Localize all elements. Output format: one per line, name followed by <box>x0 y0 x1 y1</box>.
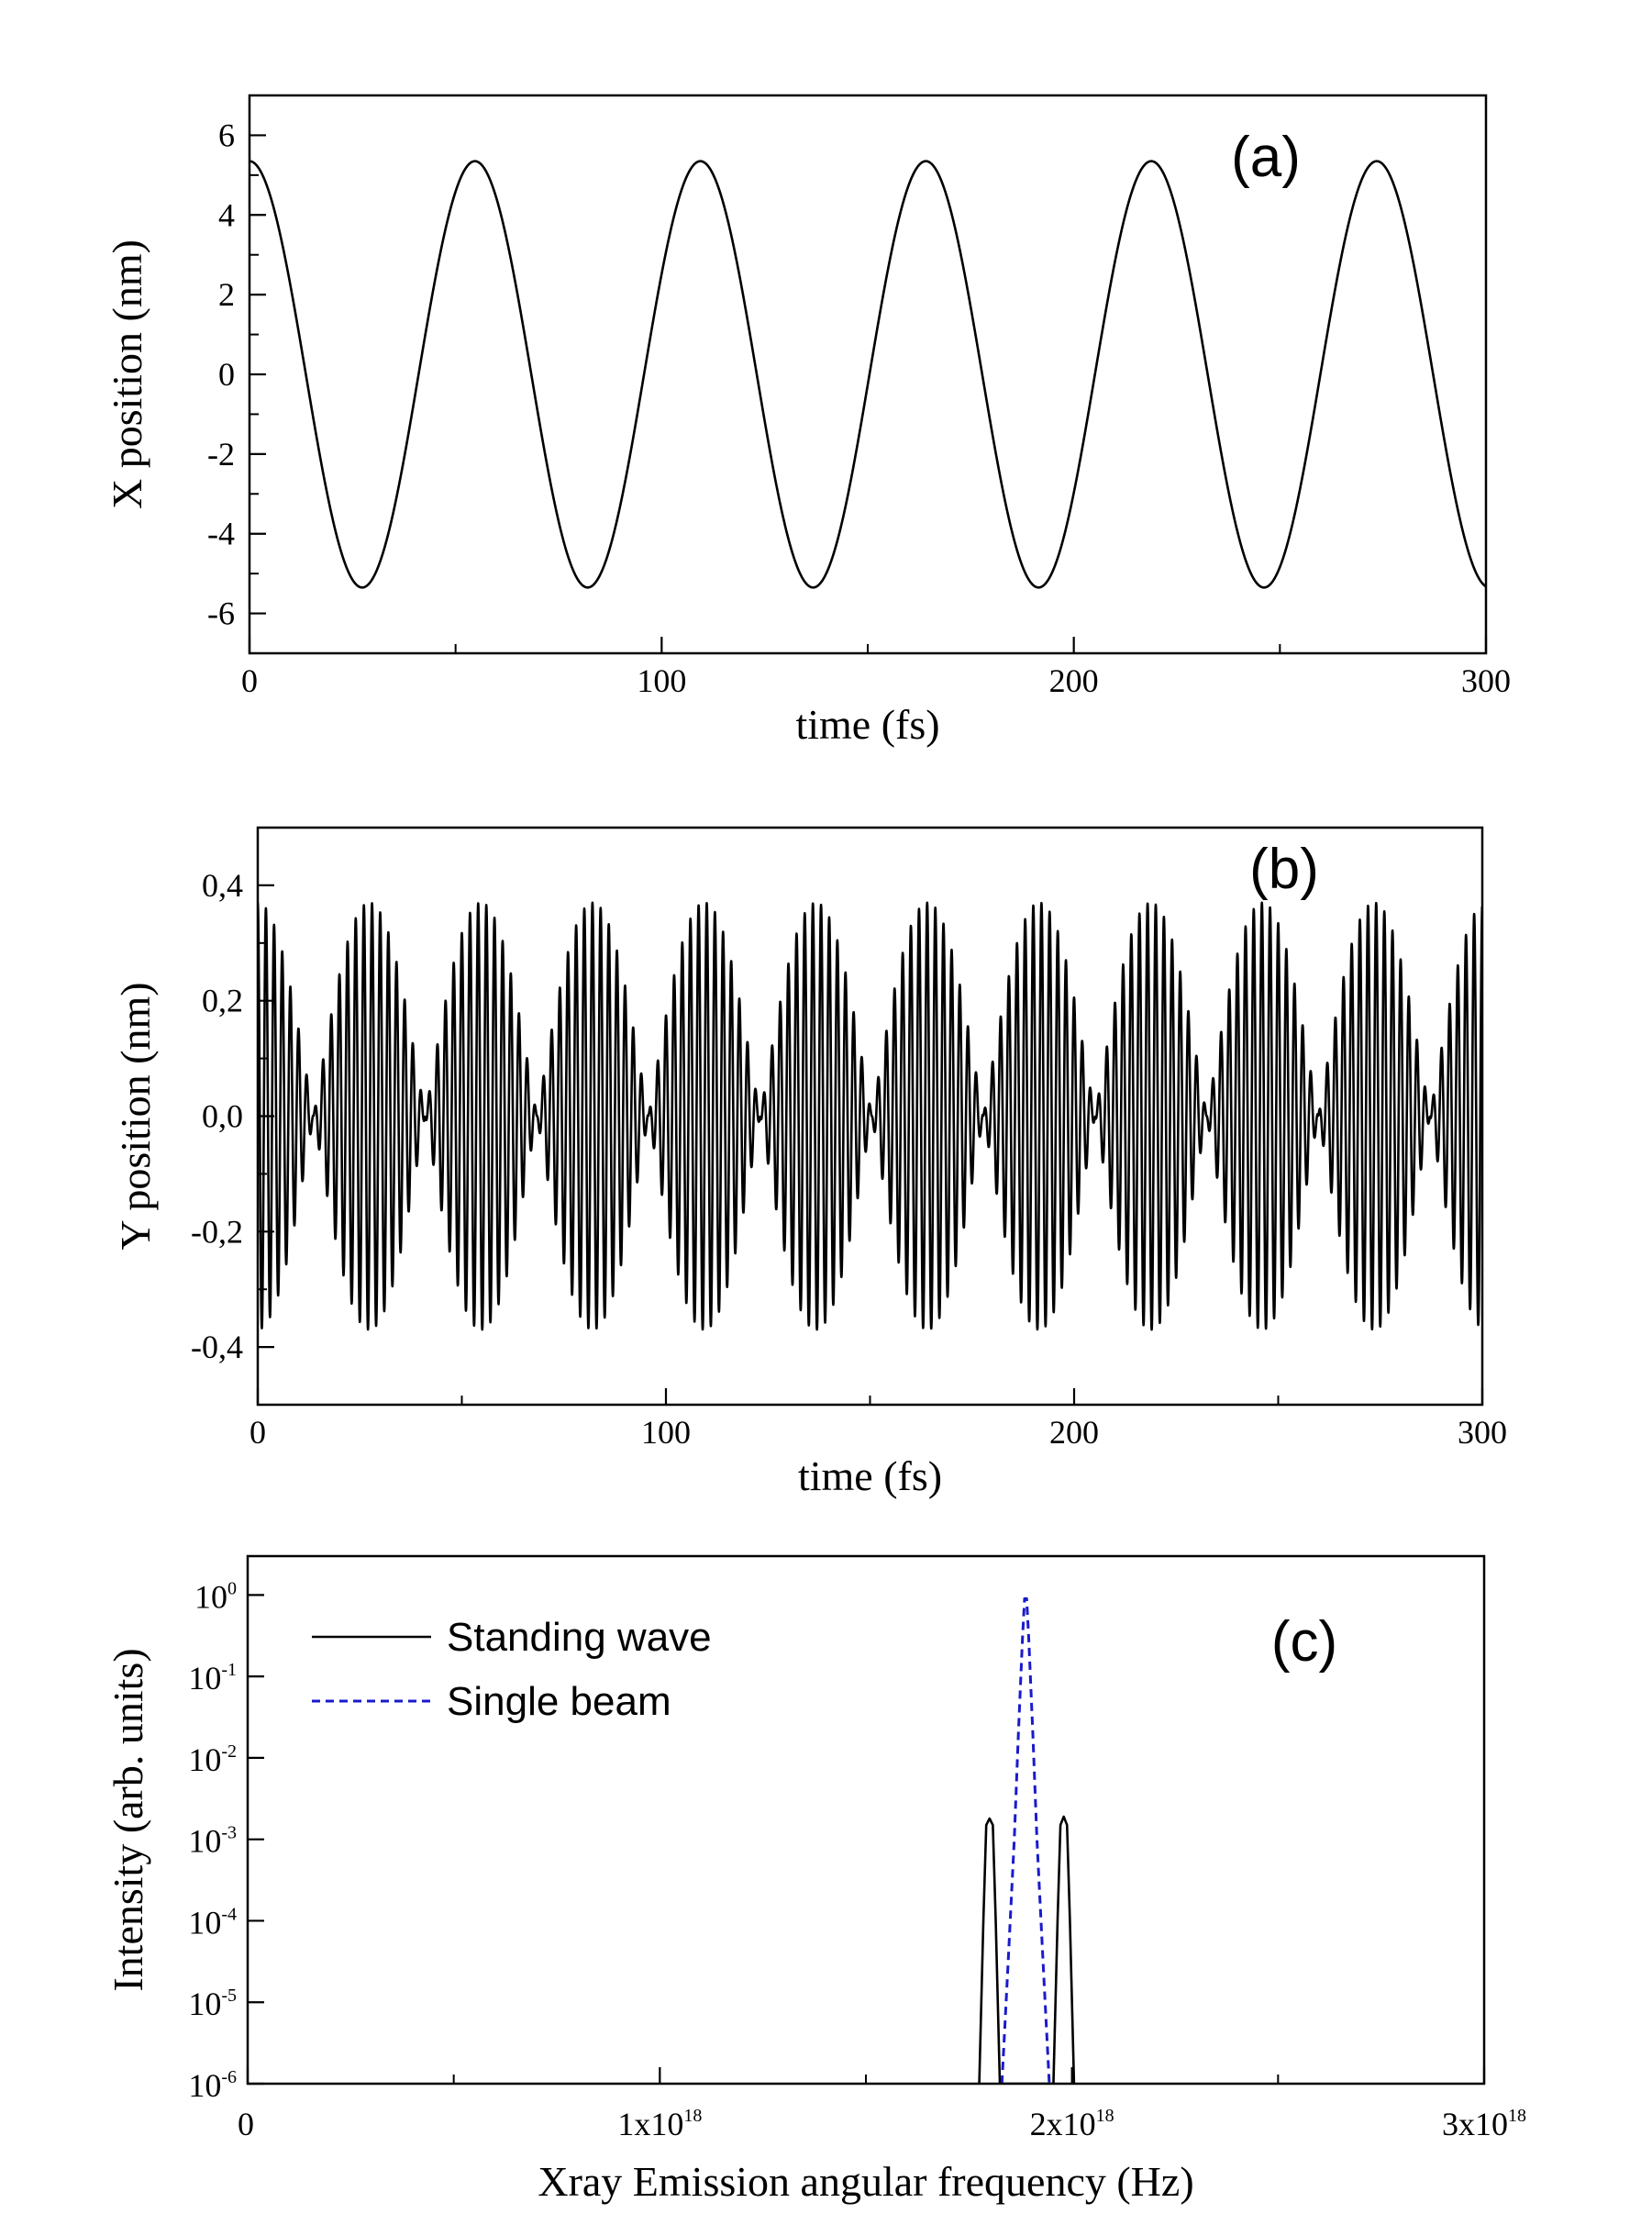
y-tick-label: 0 <box>218 356 235 393</box>
x-tick-label: 200 <box>1049 1414 1099 1451</box>
y-tick-label: 10-5 <box>188 1986 237 2022</box>
x-tick-label: 300 <box>1458 1414 1507 1451</box>
x-axis-title: time (fs) <box>798 1452 942 1499</box>
series-line-standing-wave <box>978 1815 1076 2084</box>
legend: Standing wave Single beam <box>312 1615 712 1724</box>
x-tick-label: 0 <box>249 1414 266 1451</box>
x-tick-label: 300 <box>1461 662 1511 699</box>
x-tick-label: 200 <box>1049 662 1099 699</box>
y-tick-label: 6 <box>218 117 235 153</box>
y-axis-title: Intensity (arb. units) <box>105 1648 151 1991</box>
plot-area <box>978 1596 1076 2084</box>
x-tick-label: 2x1018 <box>1030 2106 1114 2142</box>
series-line-y-position <box>258 901 1482 1331</box>
series-line-x-position <box>249 160 1486 589</box>
y-tick-label: -0,4 <box>191 1329 243 1365</box>
x-tick-label: 1x1018 <box>617 2106 702 2142</box>
x-tick-label: 100 <box>641 1414 691 1451</box>
panel-label: (b) <box>1249 838 1319 901</box>
y-tick-label: 10-2 <box>188 1741 237 1778</box>
x-tick-label: 0 <box>238 2106 254 2142</box>
series-line-single-beam <box>1000 1596 1051 2084</box>
y-tick-label: 0,0 <box>202 1098 243 1135</box>
y-tick-label: 4 <box>218 196 235 233</box>
plot-area <box>249 160 1486 589</box>
x-axis-title: Xray Emission angular frequency (Hz) <box>538 2158 1193 2205</box>
x-axis-title: time (fs) <box>795 701 939 748</box>
y-tick-label: 10-6 <box>188 2067 237 2104</box>
y-axis-title: X position (nm) <box>104 239 150 509</box>
y-tick-label: 2 <box>218 276 235 313</box>
y-tick-label: 10-3 <box>188 1823 237 1860</box>
y-tick-label: -6 <box>207 595 235 632</box>
y-tick-label: -0,2 <box>191 1213 243 1250</box>
y-axis-title: Y position (nm) <box>112 982 159 1250</box>
x-tick-label: 3x1018 <box>1442 2106 1526 2142</box>
axes-frame <box>256 826 1484 1407</box>
y-tick-label: 0,4 <box>202 867 243 904</box>
plot-area <box>258 901 1482 1331</box>
chart-panel-c: 0 1x1018 2x1018 3x1018 10-6 10-5 10-4 10-3 10-2 1… <box>105 1554 1526 2205</box>
y-tick-label: -4 <box>207 516 235 552</box>
y-tick-label: 10-4 <box>188 1904 237 1941</box>
chart-panel-a: 0 100 200 300 -6 -4 -2 0 2 4 6 time (fs) X position … <box>104 94 1511 748</box>
legend-label: Standing wave <box>447 1615 712 1660</box>
y-tick-label: -2 <box>207 436 235 473</box>
y-tick-label: 10-1 <box>188 1660 237 1696</box>
x-tick-label: 0 <box>241 662 258 699</box>
y-tick-label: 0,2 <box>202 983 243 1019</box>
panel-label: (c) <box>1271 1610 1337 1674</box>
panel-label: (a) <box>1231 126 1301 189</box>
y-tick-label: 100 <box>194 1578 237 1615</box>
chart-panel-b: 0 100 200 300 -0,4 -0,2 0,0 0,2 0,4 time (fs) Y po… <box>112 826 1507 1499</box>
x-tick-label: 100 <box>637 662 686 699</box>
legend-label: Single beam <box>447 1679 671 1724</box>
